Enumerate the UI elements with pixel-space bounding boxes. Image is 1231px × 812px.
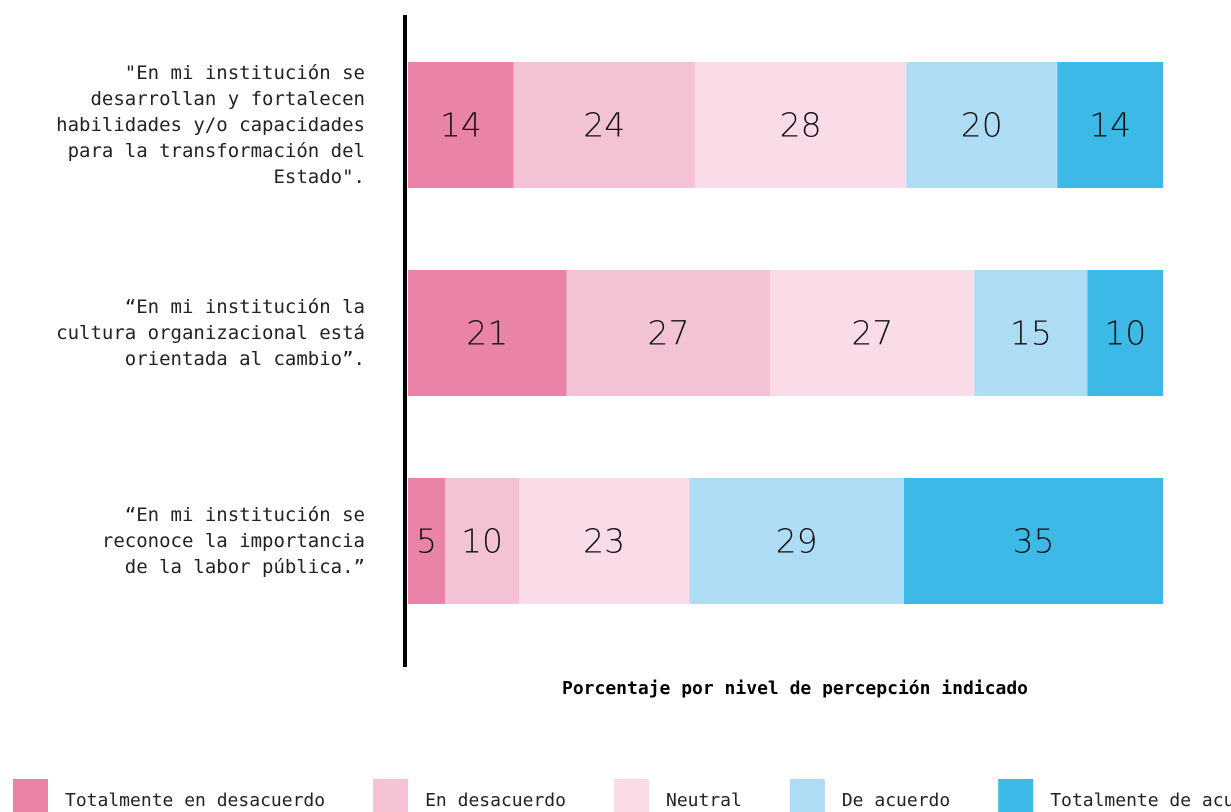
value-label: 15 xyxy=(1010,314,1052,353)
bar-segment xyxy=(408,270,567,396)
value-label: 14 xyxy=(440,106,482,145)
value-label: 27 xyxy=(851,314,893,353)
value-label: 27 xyxy=(647,314,689,353)
bar-segment xyxy=(445,478,520,604)
legend-label: Neutral xyxy=(666,790,742,811)
bar-segment xyxy=(770,270,975,396)
value-label: 24 xyxy=(583,106,625,145)
bar-segment xyxy=(694,62,907,188)
value-label: 10 xyxy=(461,522,503,561)
value-label: 14 xyxy=(1089,106,1131,145)
legend-label: De acuerdo xyxy=(842,790,950,811)
value-label: 10 xyxy=(1104,314,1146,353)
bar-segment xyxy=(566,270,771,396)
bar-segment xyxy=(906,62,1058,188)
category-label: "En mi institución se desarrollan y fort… xyxy=(56,62,365,188)
bar-segment xyxy=(903,478,1163,604)
legend-label: Totalmente en desacuerdo xyxy=(65,790,325,811)
value-label: 29 xyxy=(776,522,818,561)
value-label: 21 xyxy=(466,314,508,353)
bar-segment xyxy=(1087,270,1163,396)
value-label: 35 xyxy=(1012,522,1054,561)
legend-swatch xyxy=(998,779,1034,812)
legend-swatch xyxy=(373,779,409,812)
category-label: “En mi institución la cultura organizaci… xyxy=(56,296,365,370)
bar-segment xyxy=(408,62,514,188)
x-axis-label: Porcentaje por nivel de percepción indic… xyxy=(562,678,1028,699)
value-label: 5 xyxy=(416,522,437,561)
legend-swatch xyxy=(13,779,48,812)
bar-segment xyxy=(1057,62,1163,188)
bar-segment xyxy=(974,270,1088,396)
legend-swatch xyxy=(613,779,649,812)
value-label: 20 xyxy=(961,106,1003,145)
bar-segment xyxy=(689,478,904,604)
legend-label: En desacuerdo xyxy=(425,790,566,811)
bar-segment xyxy=(408,478,446,604)
value-label: 23 xyxy=(583,522,625,561)
legend-swatch xyxy=(789,779,825,812)
bar-segment xyxy=(513,62,695,188)
legend-label: Totalmente de acuerdo xyxy=(1050,790,1231,811)
category-label: “En mi institución se reconoce la import… xyxy=(101,504,365,578)
value-label: 28 xyxy=(780,106,822,145)
bar-segment xyxy=(519,478,690,604)
